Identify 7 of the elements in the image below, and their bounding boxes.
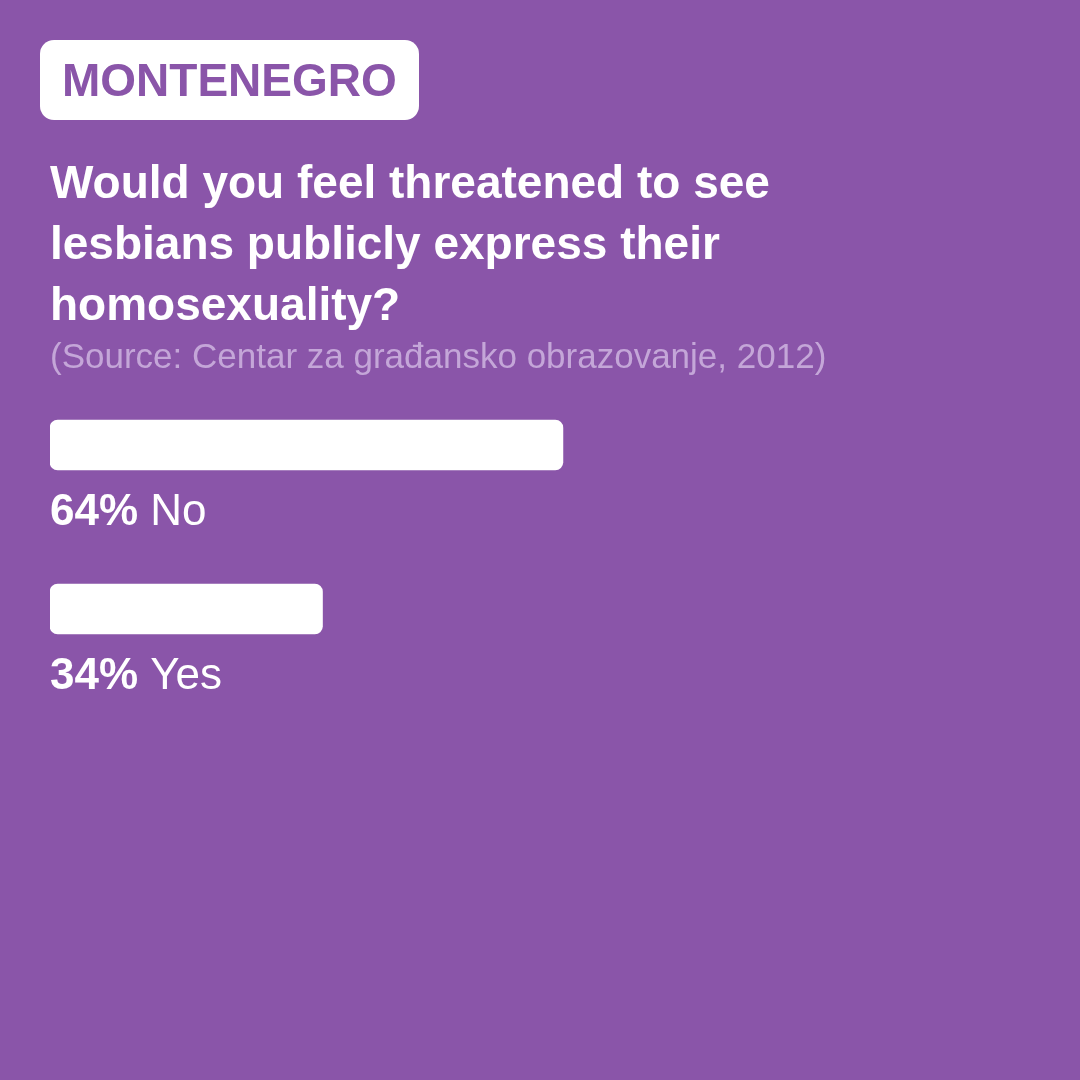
text: MONTENEGRO — [40, 40, 419, 120]
y-tick-label: No — [150, 485, 207, 534]
data-label: 34% — [50, 649, 139, 698]
text: (Source: Centar za građansko obrazovanje, 2012) — [50, 336, 827, 376]
data-label: 64% — [50, 485, 139, 534]
chart-title: Would you feel threatened to see lesbians publicly express their homosexuality? — [50, 155, 771, 332]
y-tick-label: Yes — [150, 649, 223, 698]
